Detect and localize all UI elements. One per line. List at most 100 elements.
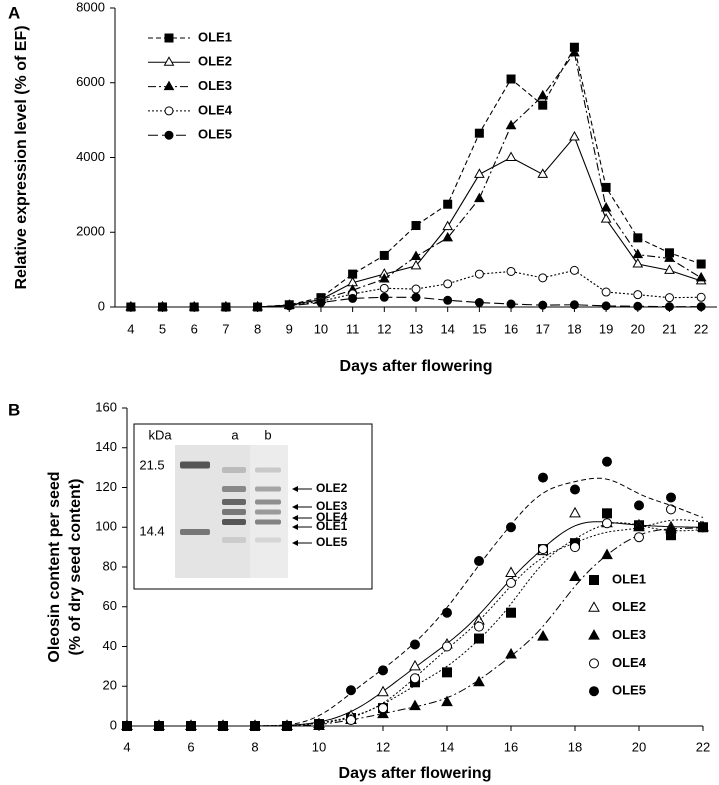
marker [284, 301, 294, 311]
marker [410, 250, 422, 261]
x-tick-label: 10 [312, 739, 326, 754]
marker [634, 532, 644, 543]
y-tick-label: 120 [95, 479, 117, 494]
x-tick-label: 12 [376, 739, 390, 754]
x-tick-label: 12 [377, 321, 391, 336]
marker [696, 259, 706, 269]
marker [537, 630, 549, 641]
marker [250, 721, 260, 731]
marker [253, 302, 263, 312]
x-tick-label: 4 [123, 739, 130, 754]
gel-band [180, 461, 210, 469]
legend-label: OLE5 [198, 127, 232, 142]
marker [410, 673, 420, 684]
marker [506, 577, 516, 588]
marker [505, 151, 517, 161]
marker [442, 641, 452, 652]
marker [443, 295, 453, 305]
marker [411, 292, 421, 302]
inset-marker-label: 14.4 [139, 523, 164, 538]
x-tick-label: 7 [222, 321, 229, 336]
marker [221, 302, 231, 312]
gel-band [222, 467, 246, 473]
marker [474, 556, 484, 567]
marker [348, 293, 358, 303]
legend-marker [164, 130, 174, 140]
marker [474, 298, 484, 308]
marker [696, 292, 706, 302]
marker [600, 201, 612, 212]
marker [506, 607, 516, 618]
marker [665, 522, 677, 534]
panel-label: B [8, 400, 20, 419]
marker [633, 301, 643, 311]
legend-label: OLE3 [612, 627, 646, 642]
legend-marker [163, 80, 175, 91]
y-tick-label: 140 [95, 439, 117, 454]
marker [666, 492, 676, 503]
marker [633, 520, 645, 532]
x-tick-label: 6 [191, 321, 198, 336]
marker [443, 279, 453, 289]
marker [601, 287, 611, 297]
legend-label: OLE2 [612, 599, 646, 614]
inset-arrowhead [292, 515, 298, 521]
x-tick-label: 4 [127, 321, 134, 336]
x-tick-label: 19 [599, 321, 613, 336]
marker [505, 119, 517, 130]
marker [569, 570, 581, 581]
marker [443, 199, 453, 209]
x-axis-label: Days after flowering [340, 358, 493, 375]
marker [664, 302, 674, 312]
y-tick-label: 20 [103, 678, 117, 693]
marker [411, 221, 421, 231]
x-axis-label: Days after flowering [339, 765, 492, 782]
x-tick-label: 22 [694, 321, 708, 336]
marker [474, 128, 484, 138]
marker [695, 271, 707, 282]
x-tick-label: 13 [409, 321, 423, 336]
marker [538, 472, 548, 483]
gel-band [255, 537, 281, 543]
x-tick-label: 16 [504, 321, 518, 336]
marker [474, 633, 484, 644]
marker [473, 675, 485, 687]
legend-label: OLE2 [198, 54, 232, 69]
marker [633, 290, 643, 300]
marker [316, 298, 326, 308]
marker [569, 506, 581, 518]
x-tick-label: 8 [254, 321, 261, 336]
marker [442, 231, 454, 242]
marker [569, 46, 580, 57]
inset-band-label: OLE3 [316, 499, 348, 513]
x-tick-label: 5 [159, 321, 166, 336]
inset-band-label: OLE2 [316, 481, 348, 495]
marker [506, 266, 516, 276]
marker [602, 518, 612, 529]
marker [537, 89, 549, 100]
marker [698, 522, 708, 533]
x-tick-label: 18 [567, 321, 581, 336]
gel-band [222, 509, 246, 515]
y-tick-label: 0 [98, 298, 105, 313]
marker [474, 621, 484, 632]
marker [569, 265, 579, 275]
legend-label: OLE4 [612, 655, 647, 670]
x-tick-label: 18 [568, 739, 582, 754]
legend-marker [588, 629, 600, 640]
marker [410, 639, 420, 650]
x-tick-label: 11 [346, 321, 360, 336]
marker [158, 302, 168, 312]
legend-marker [164, 33, 174, 43]
marker [600, 213, 612, 223]
gel-band [222, 519, 246, 525]
inset-band-label: OLE4 [316, 510, 348, 524]
marker [282, 721, 292, 731]
marker [506, 299, 516, 309]
marker [664, 293, 674, 303]
gel-band [222, 537, 246, 543]
marker [538, 544, 548, 555]
marker [632, 248, 644, 259]
marker [664, 264, 675, 274]
y-tick-label: 40 [103, 638, 117, 653]
